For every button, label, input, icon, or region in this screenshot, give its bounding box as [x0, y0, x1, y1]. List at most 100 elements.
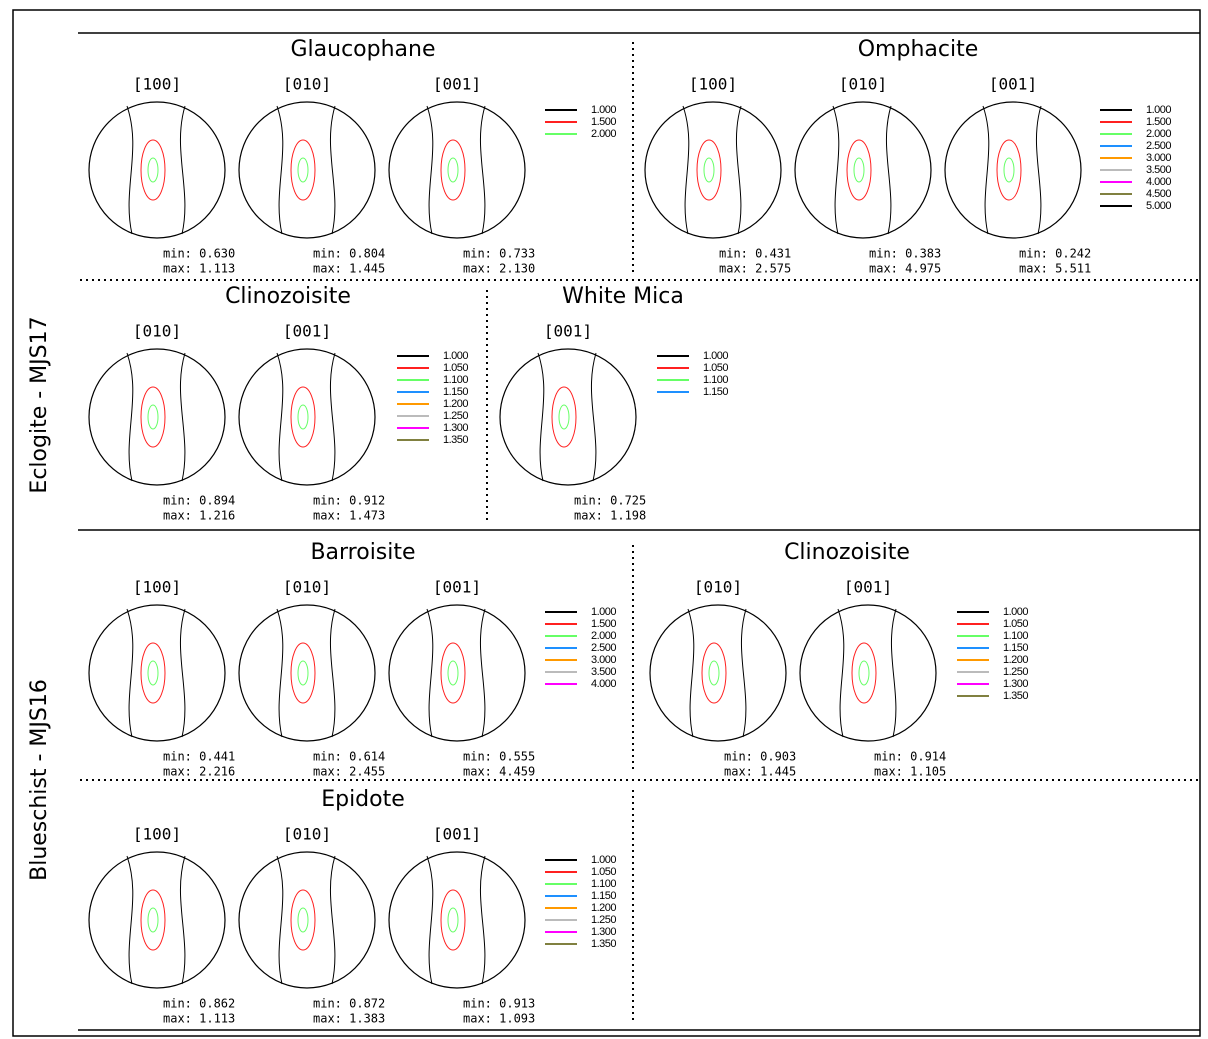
contour — [1035, 105, 1042, 235]
contour — [735, 105, 742, 235]
contour — [147, 404, 159, 430]
max-label: max: 1.113 — [163, 1012, 235, 1026]
contour — [837, 608, 845, 738]
contour — [440, 889, 466, 951]
contour — [479, 855, 486, 985]
min-label: min: 0.914 — [874, 750, 946, 764]
contour — [179, 105, 186, 235]
max-label: max: 1.198 — [574, 509, 646, 523]
contour — [426, 608, 434, 738]
max-label: max: 1.105 — [874, 765, 946, 779]
pole-figure — [388, 101, 526, 239]
legend-label: 1.300 — [443, 422, 468, 434]
contour — [708, 660, 720, 686]
contour — [890, 608, 897, 738]
contour — [290, 642, 316, 704]
min-label: min: 0.725 — [574, 494, 646, 508]
contour — [703, 157, 715, 183]
min-label: min: 0.894 — [163, 494, 235, 508]
legend-label: 1.200 — [1003, 654, 1028, 666]
contour — [329, 608, 336, 738]
min-label: min: 0.555 — [463, 750, 535, 764]
contour — [982, 105, 990, 235]
legend-label: 1.000 — [1003, 606, 1028, 618]
contour — [885, 105, 892, 235]
contour — [126, 608, 134, 738]
legend-label: 1.300 — [1003, 678, 1028, 690]
contour — [140, 642, 166, 704]
legend-label: 1.150 — [1003, 642, 1028, 654]
pole-figure — [88, 851, 226, 989]
legend-label: 2.000 — [591, 128, 616, 140]
contour — [447, 157, 459, 183]
legend-label: 1.350 — [1003, 690, 1028, 702]
min-label: min: 0.804 — [313, 247, 385, 261]
pole-figure — [88, 101, 226, 239]
mineral-title: Glaucophane — [290, 37, 435, 62]
group-label: Eclogite - MJS17 — [27, 316, 52, 493]
pole-figure — [238, 101, 376, 239]
legend-label: 1.200 — [443, 398, 468, 410]
min-label: min: 0.614 — [313, 750, 385, 764]
contour — [479, 608, 486, 738]
contour — [290, 889, 316, 951]
legend-label: 5.000 — [1146, 200, 1171, 212]
contour — [740, 608, 747, 738]
contour — [179, 352, 186, 482]
min-label: min: 0.912 — [313, 494, 385, 508]
legend-label: 1.000 — [591, 104, 616, 116]
contour — [426, 855, 434, 985]
contour — [297, 660, 309, 686]
legend-label: 1.250 — [1003, 666, 1028, 678]
min-label: min: 0.242 — [1019, 247, 1091, 261]
axis-label: [001] — [433, 578, 481, 597]
contour — [682, 105, 690, 235]
contour — [297, 907, 309, 933]
legend-label: 4.000 — [591, 678, 616, 690]
contour — [290, 139, 316, 201]
contour — [276, 855, 284, 985]
legend-label: 1.050 — [1003, 618, 1028, 630]
frame — [12, 9, 1201, 1037]
legend-label: 1.250 — [443, 410, 468, 422]
min-label: min: 0.431 — [719, 247, 791, 261]
pole-figure — [388, 851, 526, 989]
contour — [447, 660, 459, 686]
legend-label: 2.000 — [591, 630, 616, 642]
max-label: max: 2.130 — [463, 262, 535, 276]
axis-label: [001] — [544, 322, 592, 341]
legend-label: 1.000 — [591, 854, 616, 866]
pole-figure — [499, 348, 637, 486]
pole-figure — [649, 604, 787, 742]
contour — [290, 386, 316, 448]
legend-label: 1.000 — [443, 350, 468, 362]
axis-label: [001] — [433, 75, 481, 94]
pole-figure — [944, 101, 1082, 239]
contour — [126, 352, 134, 482]
max-label: max: 1.383 — [313, 1012, 385, 1026]
contour — [147, 157, 159, 183]
contour — [696, 139, 722, 201]
mineral-title: Epidote — [321, 787, 405, 812]
min-label: min: 0.630 — [163, 247, 235, 261]
max-label: max: 1.473 — [313, 509, 385, 523]
contour — [147, 907, 159, 933]
max-label: max: 5.511 — [1019, 262, 1091, 276]
contour — [426, 105, 434, 235]
legend-label: 1.350 — [443, 434, 468, 446]
contour — [179, 608, 186, 738]
axis-label: [100] — [689, 75, 737, 94]
max-label: max: 4.459 — [463, 765, 535, 779]
contour — [447, 907, 459, 933]
axis-label: [100] — [133, 75, 181, 94]
contour — [590, 352, 597, 482]
contour — [701, 642, 727, 704]
contour — [329, 105, 336, 235]
legend-label: 1.000 — [591, 606, 616, 618]
legend-label: 1.500 — [1146, 116, 1171, 128]
legend-label: 4.500 — [1146, 188, 1171, 200]
contour — [179, 855, 186, 985]
legend-label: 2.000 — [1146, 128, 1171, 140]
legend-label: 1.100 — [1003, 630, 1028, 642]
contour — [140, 889, 166, 951]
